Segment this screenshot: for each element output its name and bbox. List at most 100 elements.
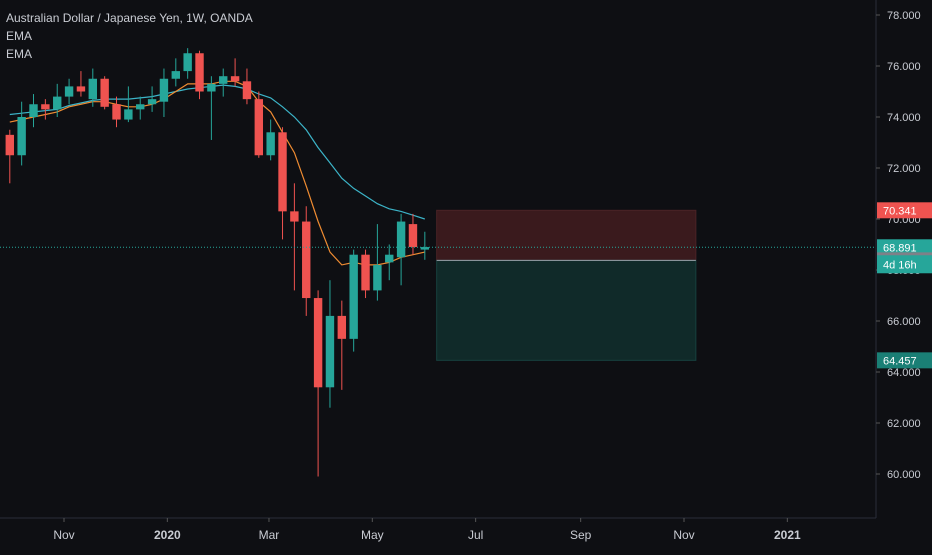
candle bbox=[124, 86, 133, 123]
price-tick-label: 78.000 bbox=[887, 10, 921, 22]
ema-lines bbox=[9, 80, 425, 266]
price-axis-label-bg bbox=[877, 202, 932, 219]
time-tick-label: 2020 bbox=[154, 528, 181, 542]
candle-body bbox=[373, 264, 382, 291]
time-tick-label: May bbox=[361, 528, 384, 542]
candle bbox=[29, 94, 38, 128]
candle-body bbox=[159, 78, 169, 102]
candle bbox=[396, 213, 406, 286]
time-tick-label: Mar bbox=[259, 528, 280, 542]
candle bbox=[408, 213, 418, 255]
candle bbox=[64, 78, 74, 105]
candle-body bbox=[100, 78, 109, 107]
price-tick-label: 72.000 bbox=[887, 163, 921, 175]
price-axis-label-bg bbox=[877, 239, 932, 256]
candle-body bbox=[290, 211, 299, 222]
symbol-title[interactable]: Australian Dollar / Japanese Yen, 1W, OA… bbox=[6, 11, 253, 25]
candle-body bbox=[254, 99, 264, 156]
price-tick-label: 62.000 bbox=[887, 418, 921, 430]
candle-body bbox=[112, 104, 121, 120]
candle-body bbox=[64, 86, 74, 97]
price-axis-label-text: 70.341 bbox=[883, 205, 917, 217]
candle bbox=[242, 68, 252, 105]
candle bbox=[183, 48, 192, 79]
candle bbox=[337, 300, 347, 390]
price-tick-label: 60.000 bbox=[887, 469, 921, 481]
candle-body bbox=[183, 53, 192, 72]
candle bbox=[373, 224, 382, 301]
candle-body bbox=[29, 104, 38, 117]
candle bbox=[195, 50, 204, 100]
ema-legend-2[interactable]: EMA bbox=[6, 47, 33, 61]
price-axis-label: 64.457 bbox=[877, 352, 932, 369]
candle bbox=[361, 249, 370, 299]
candle bbox=[136, 96, 145, 120]
candle-body bbox=[5, 134, 14, 156]
time-tick-label: Jul bbox=[468, 528, 483, 542]
price-tick-label: 74.000 bbox=[887, 112, 921, 124]
candle-body bbox=[349, 254, 358, 339]
candle-body bbox=[337, 315, 347, 339]
candle bbox=[219, 68, 228, 97]
candle-body bbox=[136, 104, 145, 110]
price-tick-label: 64.000 bbox=[887, 367, 921, 379]
candle-body bbox=[266, 132, 275, 156]
price-tick-label: 66.000 bbox=[887, 316, 921, 328]
candle bbox=[112, 96, 121, 128]
price-axis-label-bg bbox=[877, 352, 932, 369]
candle bbox=[76, 71, 86, 97]
candles bbox=[5, 48, 430, 477]
candle bbox=[53, 83, 62, 117]
price-axis-label-text: 64.457 bbox=[883, 355, 917, 367]
candle bbox=[41, 99, 50, 120]
candle-body bbox=[408, 224, 418, 248]
candle-body bbox=[396, 221, 406, 258]
candle bbox=[207, 76, 216, 140]
candle bbox=[302, 206, 311, 316]
candle bbox=[313, 290, 323, 477]
candle-body bbox=[361, 254, 370, 291]
candle bbox=[349, 249, 358, 352]
candle bbox=[88, 68, 97, 107]
candle-body bbox=[41, 104, 50, 110]
time-tick-label: Nov bbox=[53, 528, 74, 542]
time-tick-label: Sep bbox=[570, 528, 592, 542]
candle bbox=[17, 101, 26, 166]
bar-countdown-text: 4d 16h bbox=[883, 259, 917, 271]
bar-countdown-bg bbox=[877, 255, 932, 274]
ema-fast-line bbox=[9, 80, 425, 266]
ema-legend-1[interactable]: EMA bbox=[6, 29, 33, 43]
candle-body bbox=[53, 96, 62, 110]
candle-body bbox=[302, 221, 311, 299]
candle-body bbox=[420, 247, 430, 250]
price-tick-label: 76.000 bbox=[887, 61, 921, 73]
candle-body bbox=[219, 76, 228, 84]
candle bbox=[385, 244, 394, 281]
time-tick-label: Nov bbox=[673, 528, 694, 542]
candle bbox=[325, 280, 335, 408]
price-axis-label-text: 68.891 bbox=[883, 242, 917, 254]
candle bbox=[171, 58, 181, 87]
axes: 60.00062.00064.00066.00068.00070.00072.0… bbox=[0, 0, 932, 542]
candle-body bbox=[147, 99, 157, 105]
candle bbox=[254, 91, 264, 158]
candle-body bbox=[230, 76, 240, 82]
candle bbox=[420, 231, 430, 260]
candle bbox=[230, 58, 240, 87]
price-axis-label: 70.341 bbox=[877, 202, 932, 219]
candle-body bbox=[325, 315, 335, 388]
candle bbox=[5, 129, 14, 184]
position-tool[interactable] bbox=[436, 209, 697, 361]
ema-slow-line bbox=[9, 84, 425, 220]
candle-body bbox=[195, 53, 204, 92]
chart-legend: Australian Dollar / Japanese Yen, 1W, OA… bbox=[6, 9, 253, 63]
candle-body bbox=[76, 86, 86, 92]
candle-body bbox=[171, 71, 181, 79]
candle-body bbox=[207, 83, 216, 92]
bar-countdown: 4d 16h bbox=[877, 255, 932, 274]
candle-body bbox=[385, 254, 394, 263]
candle bbox=[290, 183, 299, 291]
candle-body bbox=[242, 81, 252, 100]
